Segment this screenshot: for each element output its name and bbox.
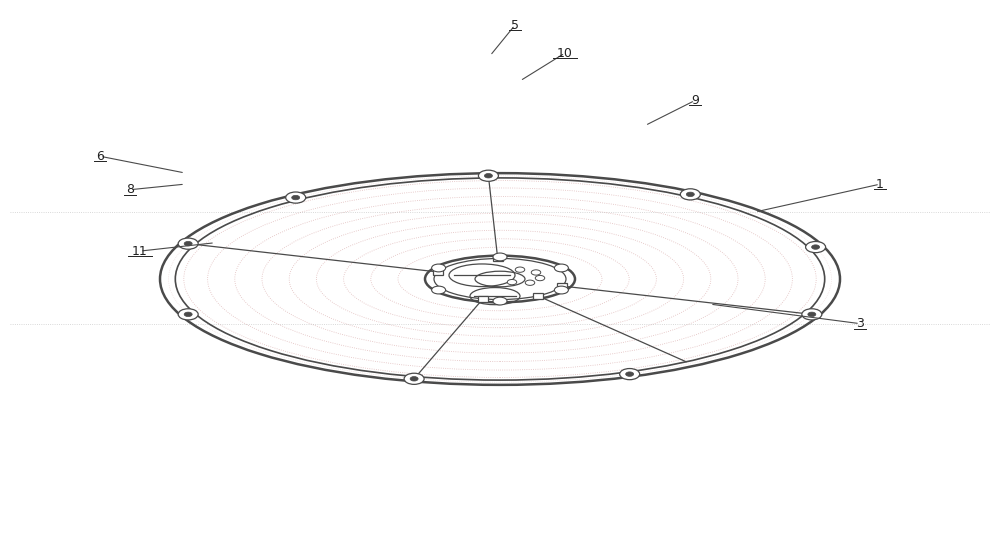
Circle shape	[525, 280, 535, 285]
Circle shape	[493, 297, 507, 305]
Circle shape	[808, 312, 816, 316]
Circle shape	[432, 264, 446, 272]
Circle shape	[554, 264, 568, 272]
Circle shape	[515, 267, 525, 272]
Text: 5: 5	[511, 18, 519, 32]
Bar	[557, 283, 567, 289]
Text: 1: 1	[876, 177, 884, 191]
Text: 6: 6	[96, 150, 104, 163]
Circle shape	[410, 377, 418, 381]
Circle shape	[292, 195, 300, 200]
Circle shape	[620, 368, 640, 379]
Circle shape	[535, 276, 545, 281]
Circle shape	[404, 373, 424, 384]
Bar	[478, 296, 488, 302]
Bar	[533, 293, 543, 299]
Text: 8: 8	[126, 183, 134, 196]
Circle shape	[184, 242, 192, 246]
Circle shape	[680, 189, 700, 200]
Circle shape	[554, 286, 568, 294]
Circle shape	[802, 309, 822, 320]
Circle shape	[178, 238, 198, 249]
Bar	[433, 269, 443, 275]
Text: 11: 11	[132, 244, 148, 258]
Circle shape	[531, 270, 541, 275]
Circle shape	[686, 192, 694, 196]
Text: 9: 9	[691, 94, 699, 107]
Circle shape	[507, 280, 517, 285]
Circle shape	[286, 192, 306, 203]
Text: 10: 10	[557, 46, 573, 60]
Text: 3: 3	[856, 317, 864, 330]
Circle shape	[484, 174, 492, 178]
Circle shape	[478, 170, 498, 181]
Circle shape	[626, 372, 634, 376]
Circle shape	[178, 309, 198, 320]
Circle shape	[432, 286, 446, 294]
Circle shape	[493, 253, 507, 261]
Bar	[493, 256, 503, 261]
Circle shape	[184, 312, 192, 316]
Circle shape	[812, 245, 820, 249]
Circle shape	[806, 242, 826, 253]
